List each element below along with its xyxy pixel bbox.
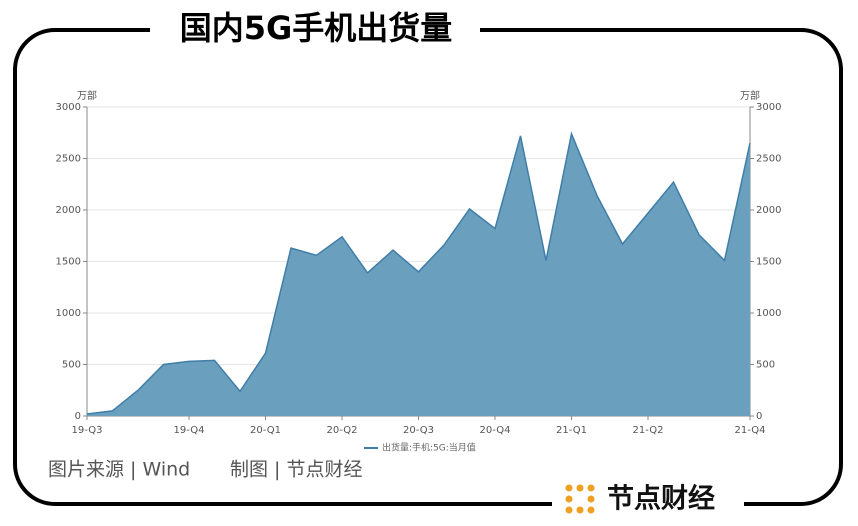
y2-unit: 万部 (740, 89, 760, 102)
source: 图片来源 | Wind (48, 459, 190, 481)
y-tick-label: 1500 (56, 257, 81, 268)
x-tick-label: 19-Q4 (174, 425, 205, 436)
y2-tick-label: 3000 (756, 102, 781, 113)
y2-tick-label: 2000 (756, 205, 781, 216)
y-tick-label: 1000 (56, 308, 81, 319)
area (87, 133, 750, 416)
y-tick-label: 2000 (56, 205, 81, 216)
y-unit: 万部 (77, 89, 97, 102)
x-tick-label: 21-Q1 (556, 425, 587, 436)
y2-tick-label: 500 (756, 360, 775, 371)
brand: 节点财经 (607, 483, 715, 515)
y-tick-label: 3000 (56, 102, 81, 113)
x-tick-label: 21-Q4 (735, 425, 766, 436)
y2-tick-label: 1500 (756, 257, 781, 268)
y-tick-label: 2500 (56, 154, 81, 165)
brand-logo (565, 484, 595, 514)
area-line (86, 131, 751, 415)
brand-backdrop (552, 482, 744, 522)
x-tick-label: 20-Q2 (327, 425, 358, 436)
legend-label: 出货量:手机:5G:当月值 (382, 442, 476, 454)
y-tick-label: 500 (62, 360, 81, 371)
credit: 制图 | 节点财经 (230, 459, 362, 481)
y2-tick-label: 1000 (756, 308, 781, 319)
title-backdrop (150, 8, 480, 52)
x-tick-label: 19-Q3 (72, 425, 103, 436)
chart-title: 国内5G手机出货量 (180, 9, 453, 47)
x-tick-label: 20-Q1 (250, 425, 281, 436)
y2-tick-label: 0 (756, 411, 762, 422)
x-tick-label: 20-Q4 (480, 425, 511, 436)
y-tick-label: 0 (75, 411, 81, 422)
x-tick-label: 21-Q2 (633, 425, 664, 436)
x-tick-label: 20-Q3 (403, 425, 434, 436)
y2-tick-label: 2500 (756, 154, 781, 165)
